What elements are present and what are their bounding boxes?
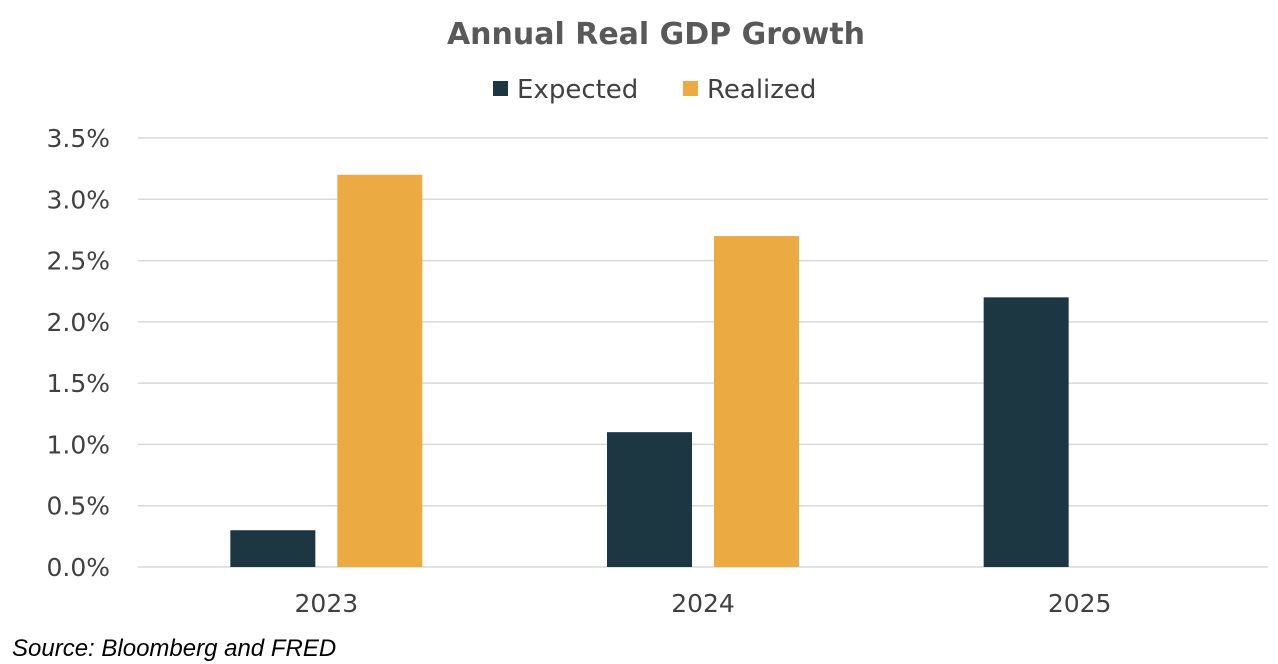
y-tick-label: 0.0% <box>46 553 110 582</box>
y-axis-ticks: 0.0% 0.5% 1.0% 1.5% 2.0% 2.5% 3.0% 3.5% <box>46 124 110 582</box>
y-tick-label: 2.5% <box>46 247 110 276</box>
y-tick-label: 1.5% <box>46 369 110 398</box>
x-axis-ticks: 2023 2024 2025 <box>295 589 1112 618</box>
chart-title: Annual Real GDP Growth <box>447 17 865 52</box>
bar-expected-2024 <box>607 432 692 567</box>
y-tick-label: 1.0% <box>46 430 110 459</box>
legend: Expected Realized <box>493 75 816 105</box>
legend-label-realized: Realized <box>707 75 816 105</box>
y-tick-label: 3.0% <box>46 185 110 214</box>
legend-swatch-realized <box>683 81 698 96</box>
x-tick-label: 2025 <box>1048 589 1112 618</box>
y-tick-label: 2.0% <box>46 308 110 337</box>
gridlines <box>138 137 1268 568</box>
legend-swatch-expected <box>493 81 508 96</box>
bars <box>230 174 1069 568</box>
bar-expected-2023 <box>230 530 316 567</box>
bar-realized-2024 <box>714 236 799 568</box>
x-tick-label: 2024 <box>671 589 735 618</box>
y-tick-label: 3.5% <box>46 124 110 153</box>
bar-realized-2023 <box>337 174 423 567</box>
source-note: Source: Bloomberg and FRED <box>12 635 336 662</box>
bar-expected-2025 <box>983 297 1069 567</box>
x-tick-label: 2023 <box>295 589 359 618</box>
legend-label-expected: Expected <box>517 75 638 105</box>
y-tick-label: 0.5% <box>46 492 110 521</box>
